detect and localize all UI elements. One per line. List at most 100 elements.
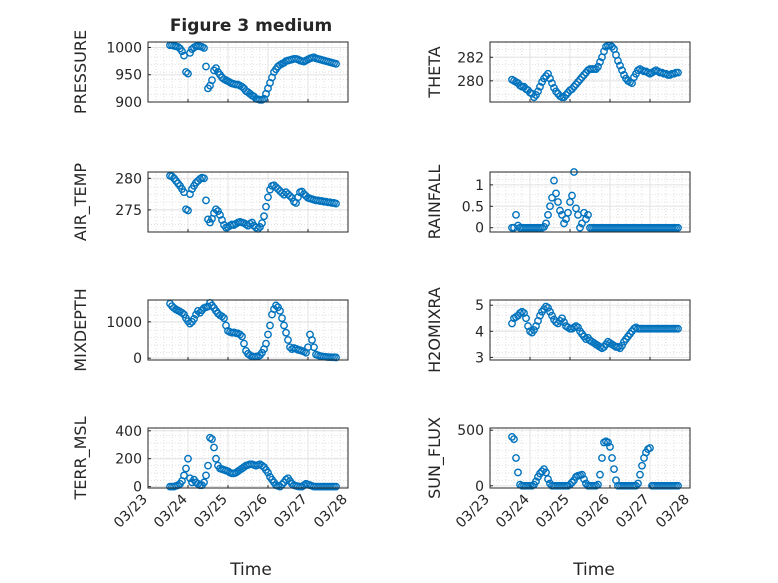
data-point <box>200 174 208 183</box>
data-point <box>614 56 622 65</box>
data-point <box>558 314 566 323</box>
data-point <box>514 468 522 477</box>
data-point <box>636 470 644 479</box>
data-point <box>262 339 270 348</box>
axes-frame <box>489 171 691 233</box>
data-point <box>638 461 646 470</box>
y-axis-label: SUN_FLUX <box>425 417 445 499</box>
y-tick-label: 275 <box>115 203 142 219</box>
y-tick-label: 200 <box>115 452 142 468</box>
data-point <box>280 58 288 67</box>
data-point <box>212 454 220 463</box>
data-point <box>568 191 576 200</box>
data-point <box>208 76 216 85</box>
panel-left-1: 900 950 1000 PRESSURE <box>71 30 349 114</box>
data-point <box>554 198 562 206</box>
axes-frame <box>147 41 349 103</box>
data-point <box>184 206 192 215</box>
data-point <box>202 471 210 480</box>
data-point <box>568 478 576 487</box>
data-point <box>674 68 682 77</box>
data-point <box>202 196 210 205</box>
data-point <box>544 475 552 484</box>
y-tick-label: 1000 <box>106 40 142 56</box>
left-xlabel: Time <box>229 560 272 580</box>
y-tick-label: 280 <box>115 171 142 187</box>
data-point <box>618 341 626 350</box>
y-tick-label: 5 <box>475 298 484 314</box>
data-point <box>258 219 266 228</box>
data-point <box>310 343 318 352</box>
y-axis-label: MIXDEPTH <box>71 288 90 371</box>
data-point <box>178 47 186 56</box>
data-point <box>600 47 608 56</box>
data-point <box>632 481 640 490</box>
data-point <box>280 321 288 330</box>
axes-frame <box>147 171 349 233</box>
data-point <box>190 315 198 323</box>
y-tick-label: 282 <box>457 50 484 66</box>
data-point <box>182 464 190 473</box>
data-point <box>178 308 186 317</box>
data-point <box>674 481 682 490</box>
data-point <box>272 301 280 310</box>
data-point <box>332 199 340 208</box>
data-point <box>512 454 520 462</box>
data-point <box>240 339 248 348</box>
y-tick-label: 280 <box>457 74 484 90</box>
data-point <box>276 482 284 491</box>
y-axis-label: TERR_MSL <box>71 416 91 500</box>
data-point <box>264 330 272 339</box>
data-point <box>536 311 544 320</box>
data-point <box>606 442 614 451</box>
data-point <box>264 193 272 202</box>
y-tick-label: 500 <box>457 423 484 439</box>
y-tick-label: 4 <box>475 324 484 340</box>
data-point <box>532 477 540 486</box>
y-tick-label: 900 <box>115 95 142 111</box>
data-point <box>556 206 564 215</box>
data-point <box>546 202 554 211</box>
data-point <box>262 202 270 211</box>
data-point <box>236 330 244 339</box>
data-point <box>604 438 612 447</box>
data-point <box>608 454 616 462</box>
data-point <box>210 443 218 452</box>
data-point <box>512 210 520 219</box>
data-point <box>646 444 654 452</box>
data-point <box>548 193 556 202</box>
data-point <box>212 64 220 73</box>
data-point <box>278 314 286 323</box>
data-point <box>264 468 272 477</box>
data-point <box>200 478 208 487</box>
y-tick-label: 0 <box>133 351 142 367</box>
y-axis-label: THETA <box>425 46 444 98</box>
y-axis-label: AIR_TEMP <box>71 163 91 241</box>
data-point <box>548 79 556 88</box>
data-point <box>598 454 606 462</box>
data-point <box>542 468 550 477</box>
y-tick-label: 0 <box>475 221 484 237</box>
panel-right-3: 3 4 5 H2OMIXRA <box>425 287 691 373</box>
panel-left-2: 275 280 AIR_TEMP <box>71 163 349 241</box>
panel-left-4: 0 200 400 TERR_MSL <box>71 416 349 501</box>
data-point <box>550 176 558 185</box>
data-point <box>542 219 550 228</box>
data-point <box>184 454 192 463</box>
data-point <box>534 87 542 96</box>
data-point <box>186 49 194 57</box>
data-point <box>186 474 194 483</box>
data-point <box>594 62 602 71</box>
data-point <box>544 210 552 219</box>
data-point <box>552 189 560 198</box>
data-point <box>308 336 316 344</box>
data-point <box>266 321 274 330</box>
data-point <box>260 212 268 221</box>
data-point <box>332 59 340 68</box>
y-tick-label: 1000 <box>106 315 142 331</box>
data-point <box>206 218 214 227</box>
data-point <box>574 323 582 332</box>
y-tick-label: 0 <box>133 480 142 496</box>
data-point <box>578 219 586 228</box>
data-point <box>530 326 538 334</box>
